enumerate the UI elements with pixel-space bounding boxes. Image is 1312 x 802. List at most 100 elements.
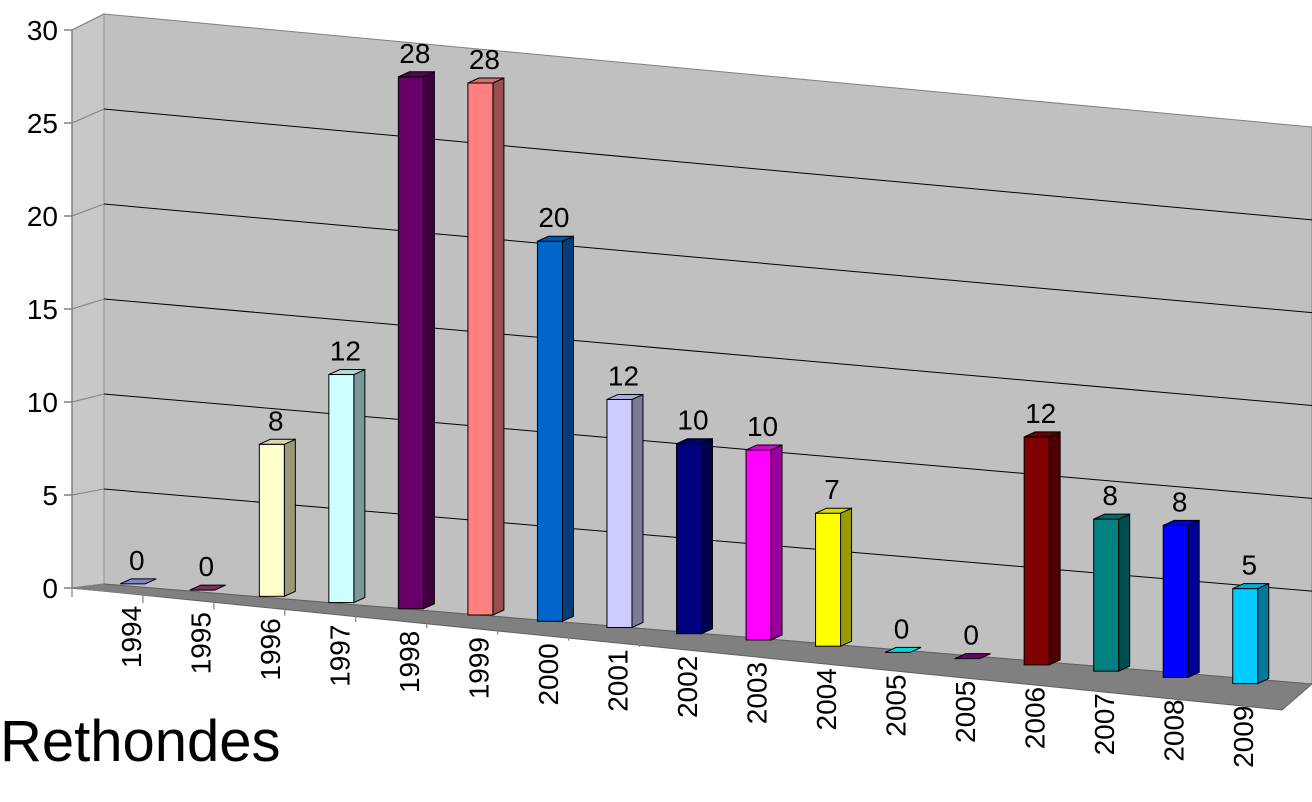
side-gridline: [71, 13, 105, 31]
data-label: 5: [1241, 550, 1257, 581]
bar-front: [606, 398, 633, 628]
bar-top: [120, 578, 157, 585]
bar-top: [954, 653, 991, 660]
bar: [467, 77, 505, 616]
data-label: 20: [538, 202, 569, 233]
x-axis-line: [71, 587, 1279, 696]
bar: [1232, 582, 1270, 685]
data-label: 10: [747, 411, 778, 442]
data-label: 10: [677, 405, 708, 436]
bar-top: [606, 393, 644, 400]
gridline: [103, 108, 1312, 221]
x-tick-label: 1999: [463, 637, 494, 699]
bar: [120, 578, 157, 585]
y-tick-label: 5: [42, 480, 58, 511]
bar-front: [676, 443, 702, 635]
bar: [536, 235, 574, 623]
bar-front: [1093, 518, 1120, 672]
bar-side: [1118, 513, 1131, 672]
x-axis: 1994 1995 1996 1997 1998 1999 2000 2001 2002 2003…: [71, 587, 1279, 768]
data-label: 12: [330, 336, 361, 367]
bar-side: [631, 393, 644, 629]
bar-side: [353, 368, 366, 604]
bar-front: [328, 374, 355, 604]
bar: [884, 646, 922, 653]
side-gridline: [71, 393, 105, 403]
x-tick-label: 2002: [672, 656, 703, 718]
x-tick-label: 2005: [950, 681, 981, 743]
bar-top: [467, 77, 505, 84]
y-tick-label: 15: [27, 294, 58, 325]
bar: [745, 444, 783, 641]
bar: [954, 653, 991, 660]
bar-front: [1232, 588, 1259, 685]
x-tick-label: 2001: [602, 649, 633, 711]
bar: [676, 437, 713, 635]
bar-top: [537, 235, 574, 242]
side-gridline: [71, 203, 105, 217]
bar-front: [1023, 436, 1050, 666]
data-label: 0: [129, 545, 145, 576]
bar-top: [676, 438, 713, 445]
x-tick-label: 1997: [324, 625, 355, 687]
y-tick-label: 25: [27, 108, 58, 139]
x-tick-label: 1994: [116, 606, 147, 668]
gridline: [103, 203, 1312, 314]
data-label: 28: [469, 44, 500, 75]
bar: [258, 438, 296, 598]
x-tick-label: 2006: [1020, 687, 1051, 749]
bar-top: [398, 71, 435, 78]
bar-top: [1232, 583, 1269, 590]
bar-side: [770, 444, 783, 641]
bar-side: [422, 70, 435, 610]
side-gridline: [71, 108, 105, 124]
x-tick-label: 2005: [881, 674, 912, 736]
data-labels: 0 0 8 12 28 28 20 12 10 10 7 0 0 12 8 8 5: [129, 38, 1257, 651]
y-tick-label: 0: [42, 573, 58, 604]
x-tick-label: 2003: [742, 662, 773, 724]
bar-front: [258, 443, 285, 597]
bar-top: [328, 369, 366, 376]
bar-top: [1162, 519, 1200, 526]
side-gridline: [71, 583, 105, 589]
y-tick-label: 20: [27, 201, 58, 232]
bar-side: [492, 77, 505, 616]
gridline: [103, 298, 1312, 406]
x-tick-label: 2007: [1089, 693, 1120, 755]
bar: [328, 368, 366, 604]
bar-side: [701, 437, 713, 635]
x-tick-label: 2004: [811, 668, 842, 730]
bars: [120, 70, 1270, 685]
x-tick-label: 2009: [1228, 706, 1259, 768]
bar-top: [1093, 513, 1130, 520]
bar-front: [815, 512, 842, 647]
data-label: 8: [268, 405, 284, 436]
data-label: 12: [1025, 398, 1056, 429]
side-gridline: [71, 488, 105, 496]
bar-top: [815, 507, 852, 514]
data-label: 0: [894, 613, 910, 644]
bar-side: [840, 507, 853, 647]
data-label: 0: [963, 620, 979, 651]
bar-front: [1162, 524, 1189, 678]
bar: [189, 584, 227, 591]
data-label: 8: [1102, 480, 1118, 511]
data-label: 12: [608, 360, 639, 391]
bar-side: [1257, 582, 1270, 685]
y-axis: 0 5 10 15 20 25 30: [27, 15, 73, 604]
bar-side: [283, 438, 296, 598]
data-label: 7: [824, 474, 840, 505]
data-label: 28: [399, 38, 430, 69]
bar-side: [1048, 431, 1061, 666]
side-gridline: [71, 298, 105, 310]
y-tick-label: 10: [27, 387, 58, 418]
bar-top: [884, 646, 922, 653]
bar: [1093, 513, 1131, 672]
bar: [1162, 519, 1200, 679]
bar-front: [397, 76, 424, 610]
y-tick-label: 30: [27, 15, 58, 46]
bar-side: [1187, 519, 1200, 679]
x-tick-label: 1998: [394, 631, 425, 693]
data-label: 8: [1172, 486, 1188, 517]
